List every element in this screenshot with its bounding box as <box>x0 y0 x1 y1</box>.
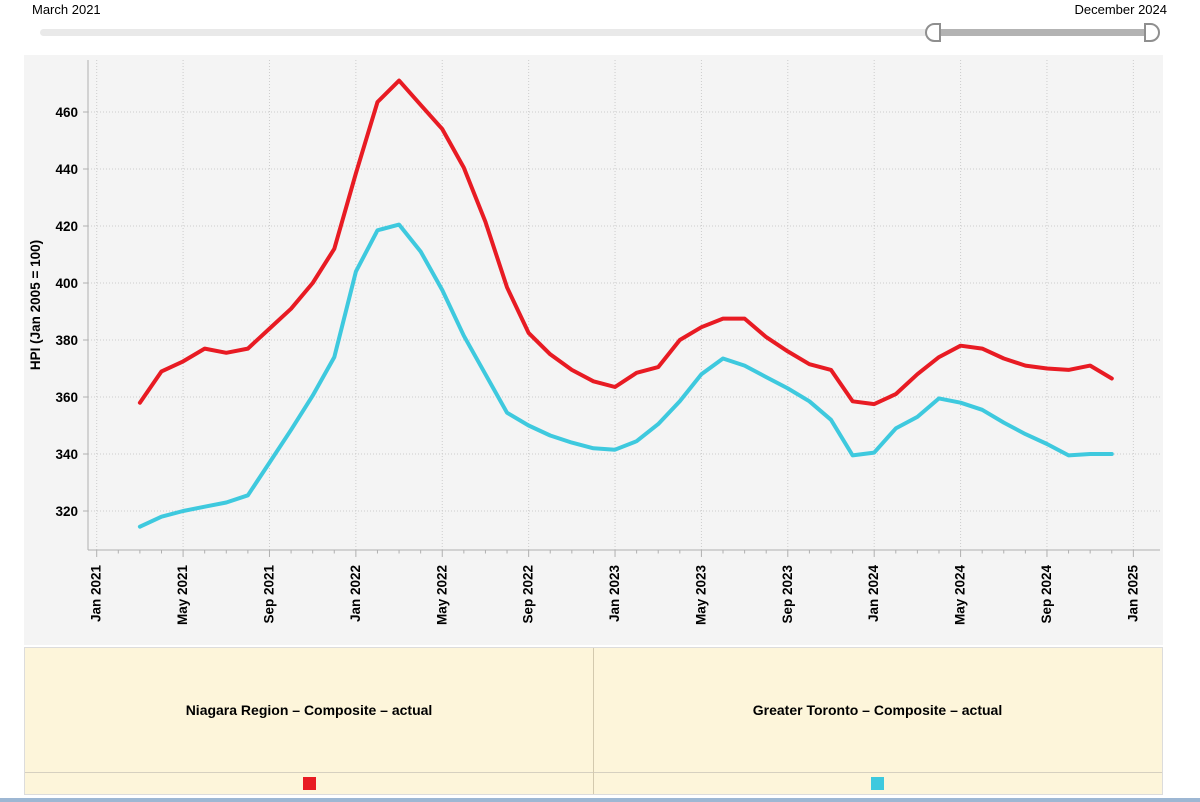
legend: Niagara Region – Composite – actual Grea… <box>24 647 1163 795</box>
x-tick-label: Jan 2021 <box>89 565 104 623</box>
series-line-niagara[interactable] <box>137 78 1114 407</box>
niagara-color-swatch <box>302 777 316 790</box>
legend-swatch-row <box>25 773 1162 794</box>
line-chart-area[interactable]: Jan 2021 May 2021 Sep 2021 Jan 2022 May 2022… <box>24 55 1163 645</box>
x-tick-label: Jan 2023 <box>607 565 622 623</box>
x-tick-label: May 2024 <box>953 565 968 626</box>
y-tick-label: 320 <box>55 504 78 519</box>
x-tick-label: Sep 2024 <box>1039 565 1054 624</box>
range-slider-track[interactable] <box>40 29 1155 36</box>
legend-swatch-cell-toronto[interactable] <box>593 773 1162 794</box>
range-start-label: March 2021 <box>32 2 101 17</box>
toronto-color-swatch <box>871 777 884 790</box>
bottom-border-line <box>0 798 1200 802</box>
y-tick-label: 420 <box>55 219 78 234</box>
y-tick-label: 360 <box>55 390 78 405</box>
x-tick-label: Jan 2022 <box>348 565 363 622</box>
legend-item-niagara[interactable]: Niagara Region – Composite – actual <box>25 648 593 772</box>
legend-label-niagara: Niagara Region – Composite – actual <box>185 702 433 718</box>
chart-svg[interactable]: Jan 2021 May 2021 Sep 2021 Jan 2022 May 2022… <box>24 55 1163 645</box>
x-tick-label: Sep 2023 <box>780 565 795 624</box>
legend-swatch-cell-niagara[interactable] <box>25 773 593 794</box>
y-tick-label: 340 <box>55 447 78 462</box>
range-slider-left-handle[interactable] <box>925 23 941 42</box>
y-tick-label: 400 <box>55 276 78 291</box>
x-tick-label: May 2021 <box>175 565 190 626</box>
range-end-label: December 2024 <box>1074 2 1168 17</box>
legend-item-toronto[interactable]: Greater Toronto – Composite – actual <box>593 648 1162 772</box>
series-line-toronto[interactable] <box>137 222 1114 529</box>
x-tick-label: Jan 2025 <box>1125 565 1140 623</box>
legend-vertical-divider <box>593 648 594 794</box>
x-tick-label: Sep 2022 <box>521 565 536 624</box>
range-slider-selected-range[interactable] <box>936 29 1148 36</box>
y-tick-label: 460 <box>55 105 78 120</box>
range-slider-right-handle[interactable] <box>1144 23 1160 42</box>
y-tick-label: 440 <box>55 162 78 177</box>
y-tick-label: 380 <box>55 333 78 348</box>
x-tick-label: Jan 2024 <box>866 565 881 623</box>
x-tick-label: Sep 2021 <box>261 565 276 624</box>
x-tick-label: May 2023 <box>693 565 708 626</box>
x-tick-label: May 2022 <box>434 565 449 625</box>
y-axis-title: HPI (Jan 2005 = 100) <box>28 240 43 370</box>
legend-text-row: Niagara Region – Composite – actual Grea… <box>25 648 1162 772</box>
legend-label-toronto: Greater Toronto – Composite – actual <box>752 702 1003 718</box>
